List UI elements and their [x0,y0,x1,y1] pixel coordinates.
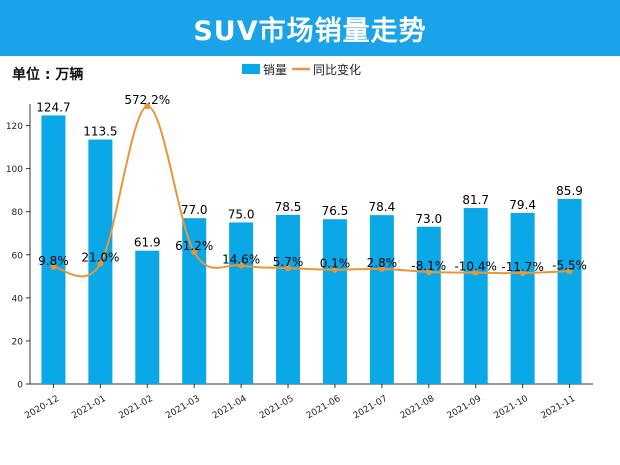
yoy-label: 9.8% [38,254,69,268]
legend-label-sales: 销量 [263,63,287,77]
x-tick-label: 2021-02 [117,394,155,421]
yoy-point-2020-12 [50,263,57,270]
yoy-point-2021-08 [425,269,432,276]
x-tick-label: 2021-03 [164,394,202,421]
x-tick-label: 2020-12 [23,394,61,421]
yoy-label: 14.6% [222,253,260,267]
bar-2021-10 [510,212,535,384]
sales-label: 85.9 [556,184,583,198]
yoy-point-2021-03 [191,249,198,256]
yoy-label: -8.1% [411,259,446,273]
sales-label: 77.0 [181,203,208,217]
unit-label: 单位 : 万辆 [12,67,84,83]
yoy-label: -5.5% [552,258,587,272]
sales-label: 76.5 [322,204,349,218]
legend: 销量 同比变化 [242,62,361,77]
sales-label: 79.4 [509,198,536,212]
yoy-label: -10.4% [454,260,496,274]
title-banner: SUV市场销量走势 [0,0,620,56]
line-series [50,103,573,278]
yoy-point-2021-02 [144,103,151,110]
x-tick-label: 2021-05 [258,394,296,421]
bar-2021-04 [229,222,254,384]
bar-2021-03 [182,218,207,384]
yoy-point-2021-10 [519,270,526,277]
sales-label: 78.4 [369,200,396,214]
x-tick-label: 2021-01 [70,394,108,421]
sales-label: 81.7 [462,193,489,207]
y-tick-label: 0 [17,381,23,391]
x-tick-label: 2021-10 [493,394,531,422]
yoy-label: 2.8% [367,256,398,270]
bar-2021-09 [463,208,488,384]
x-tick-label: 2021-11 [539,394,577,421]
x-tick-label: 2021-06 [305,394,343,422]
sales-label: 73.0 [415,212,442,226]
bar-2021-02 [135,250,160,384]
y-tick-label: 40 [12,294,24,304]
yoy-label: 572.2% [124,93,170,107]
yoy-point-2021-05 [285,265,292,272]
bar-2021-11 [557,198,582,384]
y-tick-label: 100 [6,165,23,175]
yoy-label: -11.7% [501,260,543,274]
legend-label-yoy: 同比变化 [313,62,361,77]
bar-2021-07 [369,215,394,384]
yoy-label: 61.2% [175,239,213,253]
yoy-label: 0.1% [320,257,351,271]
sales-label: 78.5 [275,200,302,214]
sales-label: 75.0 [228,207,255,221]
yoy-point-2021-11 [566,268,573,275]
x-tick-label: 2021-04 [211,394,249,422]
sales-label: 124.7 [36,100,70,114]
sales-label: 113.5 [83,125,117,139]
bar-2020-12 [41,115,66,385]
bar-2021-05 [276,214,301,384]
x-tick-label: 2021-07 [352,394,390,421]
y-tick-label: 20 [12,337,24,347]
legend-swatch-sales [242,64,260,74]
x-tick-label: 2021-09 [446,394,484,422]
y-tick-label: 60 [12,251,24,261]
sales-label: 61.9 [134,236,161,250]
x-tick-label: 2021-08 [399,394,437,422]
yoy-point-2021-01 [97,260,104,267]
yoy-point-2021-07 [378,265,385,272]
yoy-label: 21.0% [81,251,119,265]
y-tick-label: 80 [12,208,24,218]
data-labels: 124.7 113.5 61.9 77.0 75.0 78.5 76.5 78.4 73.0 81… [36,93,587,274]
y-tick-label: 120 [6,122,23,132]
yoy-line [53,105,570,278]
yoy-label: 5.7% [273,255,304,269]
yoy-point-2021-09 [472,269,479,276]
bar-2021-08 [416,226,441,384]
yoy-point-2021-06 [331,266,338,273]
yoy-point-2021-04 [238,262,245,269]
chart-title: SUV市场销量走势 [193,15,427,47]
bar-series [41,115,582,385]
bar-2021-06 [322,219,347,384]
